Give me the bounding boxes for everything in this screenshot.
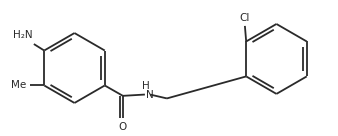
Text: N: N	[146, 89, 154, 100]
Text: Me: Me	[11, 81, 26, 90]
Text: H: H	[142, 81, 150, 91]
Text: O: O	[119, 122, 127, 132]
Text: H₂N: H₂N	[13, 30, 32, 40]
Text: Cl: Cl	[240, 13, 250, 23]
